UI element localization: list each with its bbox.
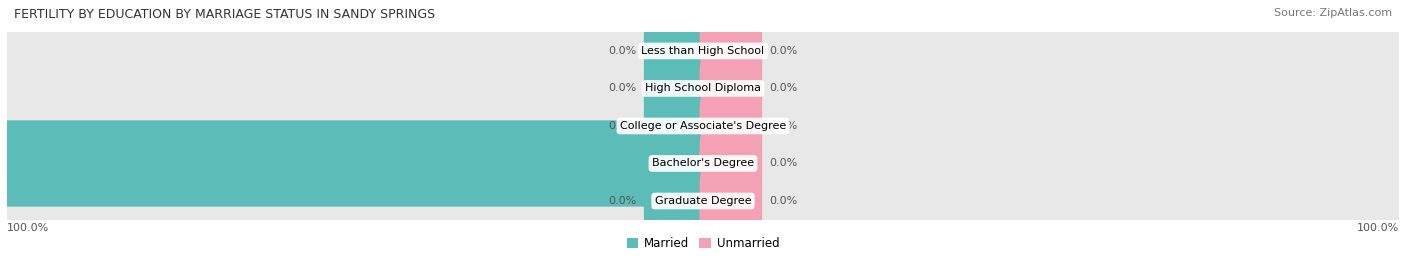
FancyBboxPatch shape: [6, 8, 1400, 94]
FancyBboxPatch shape: [644, 57, 706, 120]
Text: Source: ZipAtlas.com: Source: ZipAtlas.com: [1274, 8, 1392, 18]
Text: FERTILITY BY EDUCATION BY MARRIAGE STATUS IN SANDY SPRINGS: FERTILITY BY EDUCATION BY MARRIAGE STATU…: [14, 8, 436, 21]
Text: 0.0%: 0.0%: [609, 83, 637, 94]
FancyBboxPatch shape: [6, 83, 1400, 169]
Text: Graduate Degree: Graduate Degree: [655, 196, 751, 206]
Text: 0.0%: 0.0%: [769, 158, 797, 169]
Text: 0.0%: 0.0%: [609, 121, 637, 131]
Text: 0.0%: 0.0%: [769, 83, 797, 94]
Text: 0.0%: 0.0%: [769, 196, 797, 206]
Text: 0.0%: 0.0%: [769, 46, 797, 56]
FancyBboxPatch shape: [700, 132, 762, 195]
FancyBboxPatch shape: [6, 120, 1400, 207]
FancyBboxPatch shape: [1, 120, 709, 207]
FancyBboxPatch shape: [700, 169, 762, 233]
Text: 0.0%: 0.0%: [609, 196, 637, 206]
Text: Bachelor's Degree: Bachelor's Degree: [652, 158, 754, 169]
Text: 100.0%: 100.0%: [1357, 223, 1399, 233]
Text: Less than High School: Less than High School: [641, 46, 765, 56]
FancyBboxPatch shape: [700, 19, 762, 83]
FancyBboxPatch shape: [644, 94, 706, 158]
Text: 100.0%: 100.0%: [7, 223, 49, 233]
FancyBboxPatch shape: [6, 158, 1400, 244]
Text: High School Diploma: High School Diploma: [645, 83, 761, 94]
Legend: Married, Unmarried: Married, Unmarried: [621, 233, 785, 255]
FancyBboxPatch shape: [644, 169, 706, 233]
FancyBboxPatch shape: [700, 94, 762, 158]
FancyBboxPatch shape: [644, 19, 706, 83]
FancyBboxPatch shape: [700, 57, 762, 120]
Text: 0.0%: 0.0%: [609, 46, 637, 56]
Text: 0.0%: 0.0%: [769, 121, 797, 131]
FancyBboxPatch shape: [6, 45, 1400, 132]
Text: College or Associate's Degree: College or Associate's Degree: [620, 121, 786, 131]
